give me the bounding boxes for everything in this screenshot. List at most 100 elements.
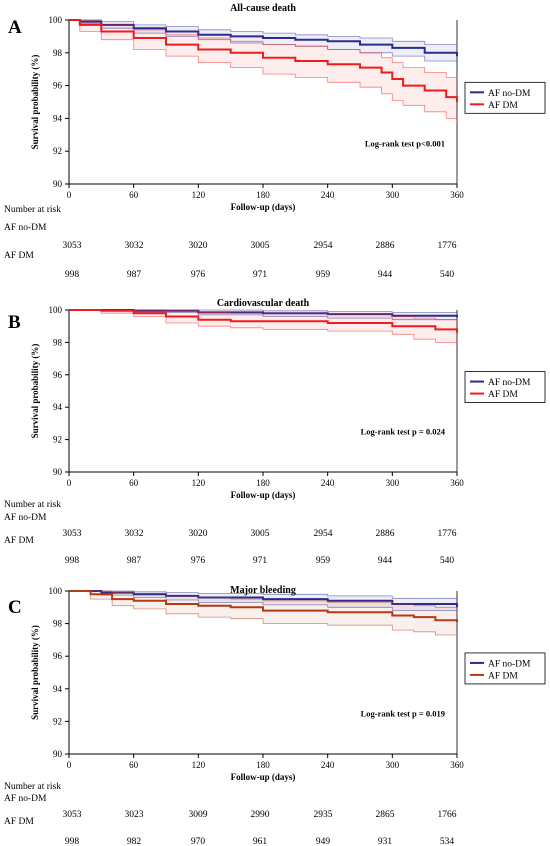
x-tick-label: 240 [321, 760, 335, 770]
x-tick-label: 300 [386, 478, 400, 488]
risk-value: 3020 [189, 529, 208, 539]
x-tick-label: 240 [321, 190, 335, 200]
y-tick-label: 92 [53, 435, 62, 445]
y-tick-label: 96 [53, 81, 63, 91]
risk-value: 961 [253, 837, 268, 846]
y-tick-label: 90 [53, 179, 63, 189]
legend-box [464, 371, 546, 403]
ci-upper-line [69, 590, 458, 609]
x-tick-label: 300 [386, 760, 400, 770]
risk-table: Number at risk AF no-DM 3053 3023 3009 2990 29… [4, 782, 457, 846]
risk-header: Number at risk [4, 782, 61, 792]
legend-label: AF DM [488, 390, 518, 400]
survival-line [69, 309, 458, 333]
risk-value: 2886 [376, 241, 395, 251]
risk-group-label: AF DM [4, 817, 34, 827]
ci-upper-line [69, 309, 458, 322]
risk-value: 3005 [251, 529, 270, 539]
risk-value: 2865 [376, 810, 395, 820]
risk-group-label: AF DM [4, 536, 34, 546]
legend-label: AF no-DM [488, 659, 531, 669]
legend: AF no-DM AF DM [464, 371, 546, 403]
x-tick-label: 120 [192, 760, 206, 770]
x-axis-label: Follow-up (days) [231, 772, 296, 782]
y-tick-label: 100 [49, 586, 63, 596]
survival-line [69, 19, 458, 102]
x-tick-label: 120 [192, 478, 206, 488]
risk-value: 2990 [251, 810, 270, 820]
ci-upper-line [69, 19, 458, 48]
legend: AF no-DM AF DM [464, 652, 546, 685]
risk-table: Number at risk AF no-DM 3053 3032 3020 3005 29… [4, 500, 457, 566]
risk-value: 1766 [438, 810, 457, 820]
risk-value: 3032 [125, 241, 144, 251]
y-tick-label: 98 [53, 48, 63, 58]
risk-value: 3053 [63, 241, 82, 251]
y-tick-label: 96 [53, 370, 63, 380]
y-tick-label: 90 [53, 467, 63, 477]
risk-value: 534 [440, 837, 455, 846]
risk-value: 976 [191, 556, 206, 566]
log-rank-annotation: Log-rank test p<0.001 [365, 138, 445, 148]
risk-value: 987 [127, 270, 142, 280]
risk-value: 1776 [438, 529, 457, 539]
legend-label: AF DM [488, 101, 518, 111]
risk-value: 982 [127, 837, 142, 846]
legend-label: AF DM [488, 671, 518, 681]
y-tick-label: 98 [53, 337, 63, 347]
risk-value: 2954 [314, 529, 333, 539]
risk-value: 944 [378, 270, 393, 280]
risk-value: 998 [65, 556, 80, 566]
legend-label: AF no-DM [488, 378, 531, 388]
y-axis-label: Survival probability (%) [30, 55, 40, 150]
risk-value: 970 [191, 837, 206, 846]
x-tick-label: 60 [129, 478, 139, 488]
x-tick-label: 120 [192, 190, 206, 200]
ci-lower-line [69, 590, 458, 637]
x-tick-label: 300 [386, 190, 400, 200]
risk-value: 540 [440, 556, 455, 566]
chart-title: Major bleeding [230, 585, 296, 596]
series-af-dm [69, 19, 458, 124]
risk-value: 971 [253, 270, 268, 280]
x-tick-label: 180 [256, 760, 270, 770]
x-tick-label: 360 [450, 190, 464, 200]
risk-group-label: AF no-DM [4, 223, 47, 233]
x-tick-label: 0 [67, 478, 72, 488]
x-axis-label: Follow-up (days) [231, 490, 296, 500]
log-rank-annotation: Log-rank test p = 0.019 [361, 709, 445, 719]
ci-upper-line [69, 590, 458, 601]
risk-header: Number at risk [4, 205, 61, 215]
risk-value: 3032 [125, 529, 144, 539]
series-af-dm [69, 309, 458, 346]
risk-value: 3009 [189, 810, 208, 820]
risk-group-label: AF no-DM [4, 513, 47, 523]
ci-upper-line [69, 19, 458, 81]
risk-value: 3023 [125, 810, 144, 820]
panel-c: C Major bleeding 90 92 94 96 98 100 0 60 120 180 240… [4, 585, 546, 846]
series-af-dm [69, 590, 458, 637]
y-tick-label: 100 [49, 305, 63, 315]
risk-value: 959 [316, 270, 331, 280]
x-tick-label: 60 [129, 760, 139, 770]
x-tick-label: 0 [67, 760, 72, 770]
ci-lower-line [69, 309, 458, 346]
risk-value: 949 [316, 837, 331, 846]
ci-lower-line [69, 19, 458, 124]
risk-group-label: AF no-DM [4, 794, 47, 804]
risk-value: 3020 [189, 241, 208, 251]
x-tick-label: 60 [129, 190, 139, 200]
log-rank-annotation: Log-rank test p = 0.024 [361, 427, 446, 437]
panel-letter: A [8, 17, 22, 38]
risk-value: 540 [440, 270, 455, 280]
legend-box [464, 81, 546, 114]
x-tick-label: 360 [450, 478, 464, 488]
y-tick-label: 100 [49, 15, 63, 25]
panel-letter: B [8, 312, 21, 333]
risk-value: 959 [316, 556, 331, 566]
legend: AF no-DM AF DM [464, 81, 546, 114]
x-tick-label: 360 [450, 760, 464, 770]
panel-b: B Cardiovascular death 90 92 94 96 98 100 0 60 120… [4, 298, 546, 566]
survival-line [69, 590, 458, 622]
